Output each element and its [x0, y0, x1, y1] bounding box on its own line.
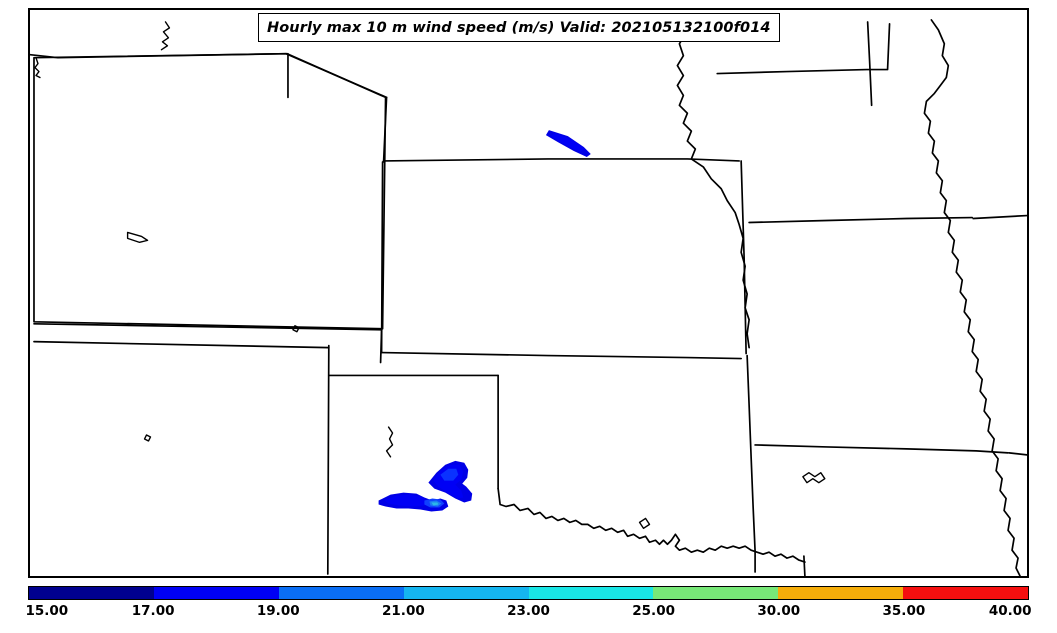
contour-texas-panhandle-streak	[378, 492, 449, 512]
plot-title-text: Hourly max 10 m wind speed (m/s) Valid: …	[267, 20, 771, 36]
border-wyoming-north	[30, 52, 388, 99]
colorbar-segment-15.00-17.00	[29, 587, 154, 599]
colorbar-segment-23.00-25.00	[528, 587, 654, 599]
border-mississippi-river	[923, 19, 1021, 576]
border-missouri-river	[676, 19, 750, 349]
colorbar-segment-19.00-21.00	[278, 587, 404, 599]
colorbar-tick-21.00: 21.00	[382, 603, 425, 619]
border-kansas-missouri-2	[740, 160, 747, 355]
border-missouri-illinois-connector	[972, 218, 1008, 233]
contour-nebraska-streak	[545, 130, 591, 157]
border-colorado-south	[33, 340, 330, 349]
contour-oklahoma-blob	[428, 460, 473, 503]
colorbar-tick-15.00: 15.00	[25, 603, 69, 619]
border-kansas-oklahoma	[380, 351, 742, 360]
colorbar-tick-labels: 15.00 17.00 19.00 21.00 23.00 25.00 30.00 35.00…	[0, 603, 1057, 625]
colorbar-tick-35.00: 35.00	[882, 603, 926, 619]
colorbar-tick-30.00: 30.00	[757, 603, 801, 619]
colorbar-segment-21.00-23.00	[403, 587, 529, 599]
state-boundaries	[30, 19, 1027, 576]
border-minnesota-west-2	[886, 23, 891, 71]
oxbow-red-river	[638, 517, 651, 530]
colorbar-segment-35.00-40.00	[903, 587, 1028, 599]
colorbar-tick-40.00: 40.00	[988, 603, 1032, 619]
colorbar-segment-17.00-19.00	[153, 587, 279, 599]
lake-wyoming	[34, 56, 41, 79]
reservoir-wyoming-south	[126, 231, 149, 244]
border-illinois-stub-2	[972, 214, 1027, 220]
colorbar-segment-25.00-30.00	[653, 587, 779, 599]
border-arkansas-east	[1008, 452, 1027, 456]
border-iowa-west	[866, 21, 873, 107]
wind-speed-contours	[378, 130, 591, 512]
border-missouri-arkansas	[754, 444, 1009, 454]
colorbar	[28, 586, 1029, 600]
plot-title-box: Hourly max 10 m wind speed (m/s) Valid: …	[258, 13, 780, 42]
border-wyoming-south	[30, 162, 384, 321]
lake-colorado-east	[143, 434, 152, 442]
border-red-river-oklahoma-texas	[497, 487, 806, 563]
colorbar-tick-19.00: 19.00	[256, 603, 300, 619]
reservoir-eastern-oklahoma	[802, 472, 826, 484]
state-wyoming	[33, 52, 387, 330]
border-missouri-north	[748, 216, 974, 224]
hydrography-features	[34, 21, 826, 530]
border-sd-nebraska	[716, 68, 888, 75]
border-nebraska-panhandle-south	[288, 97, 384, 99]
border-newmexico-texas-west	[326, 346, 330, 575]
river-oklahoma-panhandle	[385, 426, 394, 458]
border-iowa-illinois-dup	[903, 20, 911, 205]
lake-colorado-small	[292, 325, 300, 333]
colorbar-tick-23.00: 23.00	[507, 603, 550, 619]
colorbar-segment-30.00-35.00	[778, 587, 904, 599]
map-plot-area	[28, 8, 1029, 578]
border-oklahoma-missouri-arkansas	[746, 354, 756, 573]
colorbar-tick-25.00: 25.00	[632, 603, 675, 619]
border-texas-east-2	[803, 555, 806, 576]
state-colorado-east	[33, 328, 383, 527]
border-arkansas-south	[755, 572, 817, 574]
border-nebraska-kansas	[382, 158, 741, 162]
lake-nebraska-north	[160, 21, 171, 51]
map-svg	[30, 19, 1027, 576]
colorbar-tick-17.00: 17.00	[131, 603, 175, 619]
border-wyoming-colorado	[33, 322, 383, 331]
border-minnesota-iowa	[870, 60, 957, 62]
border-colorado-kansas	[380, 161, 384, 354]
